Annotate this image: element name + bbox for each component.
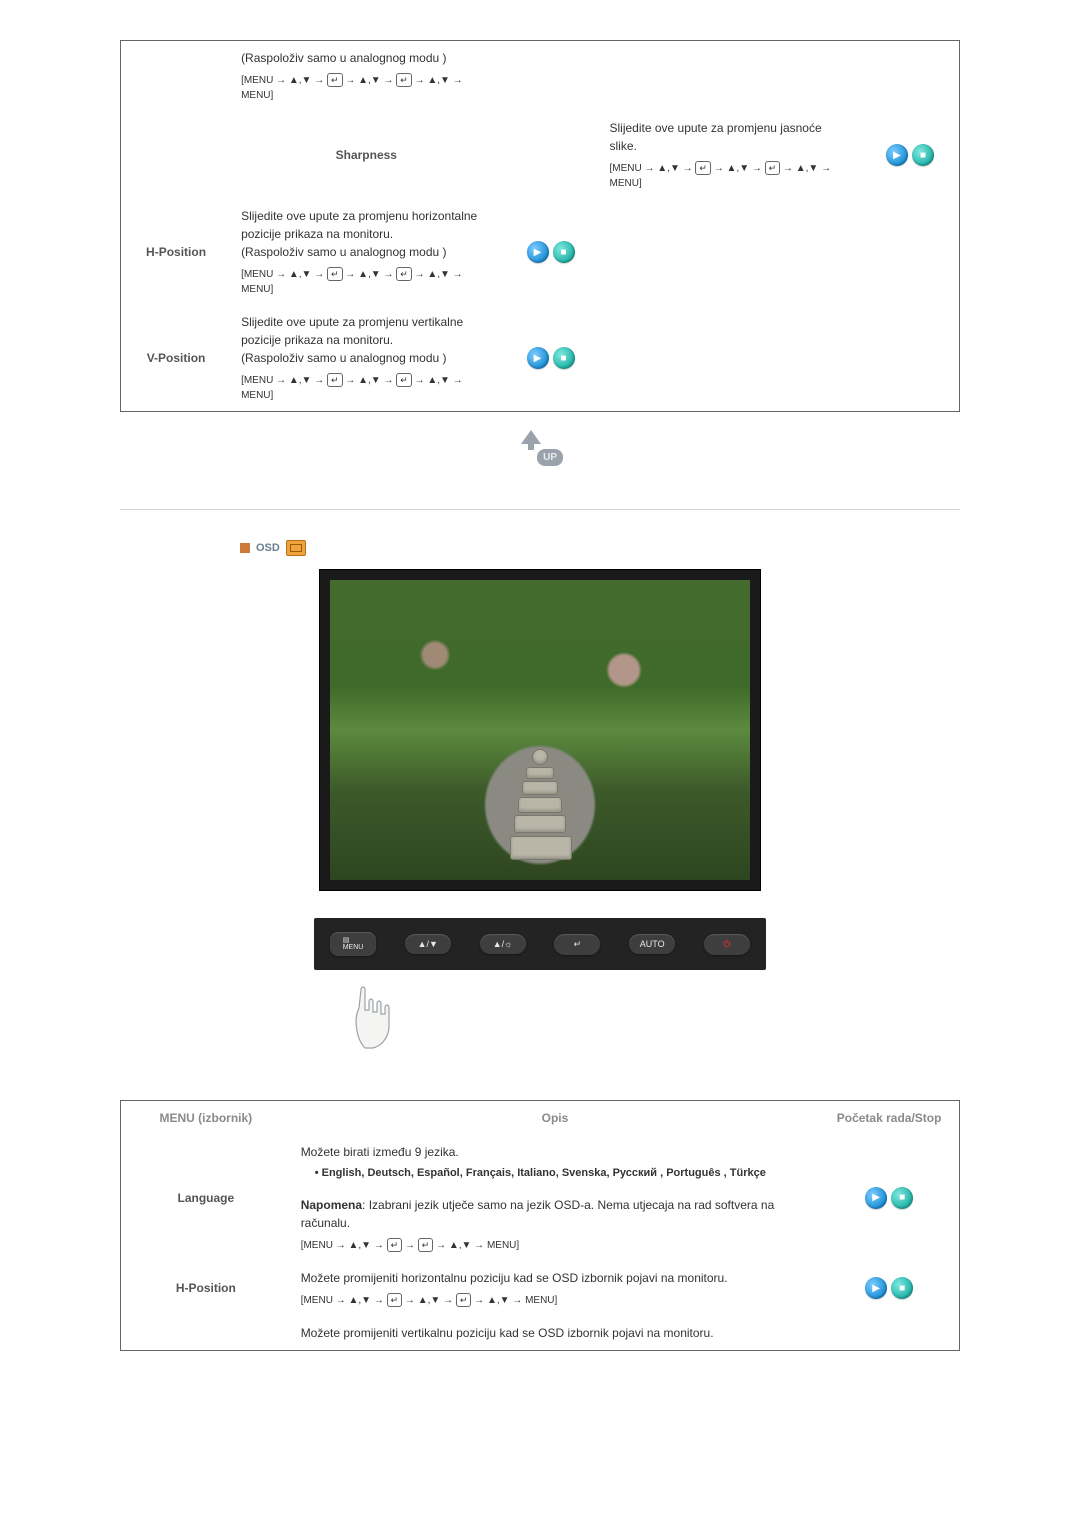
osd-vposition-desc-cell: Možete promijeniti vertikalnu poziciju k… xyxy=(291,1316,820,1351)
picture-settings-table: (Raspoloživ samo u analognog modu ) [MEN… xyxy=(120,40,960,412)
hw-up-down-button[interactable]: ▲/▼ xyxy=(405,934,451,954)
sharpness-desc-cell: Slijedite ove upute za promjenu jasnoće … xyxy=(600,111,862,199)
header-menu: MENU (izbornik) xyxy=(121,1101,291,1136)
row-label-fine xyxy=(121,41,232,200)
enter-icon: ↵ xyxy=(765,161,781,175)
nav-sequence: [MENU → ▲,▼ → ↵ → ↵ → ▲,▼ → MENU] xyxy=(301,1238,810,1253)
action-icons: ▶ ■ xyxy=(527,347,575,369)
play-icon[interactable]: ▶ xyxy=(865,1277,887,1299)
nav-sequence: [MENU → ▲,▼ → ↵ → ▲,▼ → ↵ → ▲,▼ → MENU] xyxy=(241,373,491,403)
enter-icon: ↵ xyxy=(456,1293,472,1307)
pagoda-graphic xyxy=(510,749,570,860)
vposition-label: V-Position xyxy=(121,305,232,412)
header-pocetak: Početak rada/Stop xyxy=(819,1101,959,1136)
bullet-icon xyxy=(240,543,250,553)
play-icon[interactable]: ▶ xyxy=(527,241,549,263)
action-icons: ▶ ■ xyxy=(527,241,575,263)
table-row: (Raspoloživ samo u analognog modu ) [MEN… xyxy=(121,41,960,112)
language-list: English, Deutsch, Español, Français, Ita… xyxy=(315,1165,810,1182)
enter-icon: ↵ xyxy=(327,267,343,281)
hand-icon xyxy=(345,980,405,1050)
enter-icon: ↵ xyxy=(418,1238,434,1252)
hw-brightness-button[interactable]: ▲/☼ xyxy=(480,934,526,954)
vposition-desc-cell: Slijedite ove upute za promjenu vertikal… xyxy=(231,305,501,412)
enter-icon: ↵ xyxy=(387,1293,403,1307)
stop-icon[interactable]: ■ xyxy=(891,1187,913,1209)
hposition-desc: Slijedite ove upute za promjenu horizont… xyxy=(241,209,477,241)
analog-note-text: (Raspoloživ samo u analognog modu ) xyxy=(241,51,446,65)
language-label: Language xyxy=(121,1135,291,1261)
osd-hposition-desc-cell: Možete promijeniti horizontalnu poziciju… xyxy=(291,1261,820,1316)
hand-pointer-graphic xyxy=(315,980,765,1050)
language-line1: Možete birati između 9 jezika. xyxy=(301,1145,459,1159)
action-icons: ▶ ■ xyxy=(865,1277,913,1299)
sharpness-actions: ▶ ■ xyxy=(861,111,960,199)
table-row: V-Position Slijedite ove upute za promje… xyxy=(121,305,960,412)
nav-sequence: [MENU → ▲,▼ → ↵ → ▲,▼ → ↵ → ▲,▼ → MENU] xyxy=(610,161,852,191)
osd-label: OSD xyxy=(256,542,280,554)
page: (Raspoloživ samo u analognog modu ) [MEN… xyxy=(120,0,960,1391)
hposition-label: H-Position xyxy=(121,199,232,305)
hw-power-button[interactable]: ⏻ xyxy=(704,934,750,955)
nav-sequence: [MENU → ▲,▼ → ↵ → ▲,▼ → ↵ → ▲,▼ → MENU] xyxy=(301,1293,810,1308)
hw-auto-button[interactable]: AUTO xyxy=(629,934,675,954)
table-row: Language Možete birati između 9 jezika. … xyxy=(121,1135,960,1261)
enter-icon: ↵ xyxy=(396,373,412,387)
stop-icon[interactable]: ■ xyxy=(553,347,575,369)
analog-note-text: (Raspoloživ samo u analognog modu ) xyxy=(241,245,446,259)
nav-sequence: [MENU → ▲,▼ → ↵ → ▲,▼ → ↵ → ▲,▼ → MENU] xyxy=(241,73,491,103)
table-header-row: MENU (izbornik) Opis Početak rada/Stop xyxy=(121,1101,960,1136)
monitor-button-bar: ▤MENU ▲/▼ ▲/☼ ↵ AUTO ⏻ xyxy=(314,918,766,970)
enter-icon: ↵ xyxy=(327,373,343,387)
action-icons: ▶ ■ xyxy=(886,144,934,166)
fine-analog-note: (Raspoloživ samo u analognog modu ) [MEN… xyxy=(231,41,501,112)
vposition-actions: ▶ ■ xyxy=(502,305,600,412)
osd-settings-table: MENU (izbornik) Opis Početak rada/Stop L… xyxy=(120,1100,960,1351)
fine-actions xyxy=(502,41,600,200)
hposition-desc-cell: Slijedite ove upute za promjenu horizont… xyxy=(231,199,501,305)
osd-icon xyxy=(286,540,306,556)
language-actions: ▶ ■ xyxy=(819,1135,959,1261)
hposition-actions: ▶ ■ xyxy=(502,199,600,305)
table-row: H-Position Slijedite ove upute za promje… xyxy=(121,199,960,305)
osd-vposition-label xyxy=(121,1316,291,1351)
action-icons: ▶ ■ xyxy=(865,1187,913,1209)
hw-menu-button[interactable]: ▤MENU xyxy=(330,932,376,956)
osd-section-header: OSD xyxy=(240,540,960,556)
enter-icon: ↵ xyxy=(387,1238,403,1252)
table-row: H-Position Možete promijeniti horizontal… xyxy=(121,1261,960,1316)
play-icon[interactable]: ▶ xyxy=(886,144,908,166)
stop-icon[interactable]: ■ xyxy=(912,144,934,166)
enter-icon: ↵ xyxy=(396,267,412,281)
osd-vposition-actions xyxy=(819,1316,959,1351)
hw-enter-button[interactable]: ↵ xyxy=(554,934,600,955)
osd-hposition-actions: ▶ ■ xyxy=(819,1261,959,1316)
note-text: : Izabrani jezik utječe samo na jezik OS… xyxy=(301,1198,775,1230)
osd-vposition-desc: Možete promijeniti vertikalnu poziciju k… xyxy=(301,1326,714,1340)
sharpness-desc: Slijedite ove upute za promjenu jasnoće … xyxy=(610,121,822,153)
enter-icon: ↵ xyxy=(695,161,711,175)
scene-image xyxy=(330,580,750,880)
note-label: Napomena xyxy=(301,1198,362,1212)
vposition-desc: Slijedite ove upute za promjenu vertikal… xyxy=(241,315,463,347)
header-opis: Opis xyxy=(291,1101,820,1136)
enter-icon: ↵ xyxy=(396,73,412,87)
table-row: Možete promijeniti vertikalnu poziciju k… xyxy=(121,1316,960,1351)
language-desc-cell: Možete birati između 9 jezika. English, … xyxy=(291,1135,820,1261)
sharpness-label: Sharpness xyxy=(231,111,501,199)
nav-sequence: [MENU → ▲,▼ → ↵ → ▲,▼ → ↵ → ▲,▼ → MENU] xyxy=(241,267,491,297)
enter-icon: ↵ xyxy=(327,73,343,87)
osd-hposition-label: H-Position xyxy=(121,1261,291,1316)
stop-icon[interactable]: ■ xyxy=(891,1277,913,1299)
stop-icon[interactable]: ■ xyxy=(553,241,575,263)
play-icon[interactable]: ▶ xyxy=(865,1187,887,1209)
up-arrow-icon xyxy=(528,442,534,450)
up-label: UP xyxy=(537,449,563,466)
play-icon[interactable]: ▶ xyxy=(527,347,549,369)
analog-note-text: (Raspoloživ samo u analognog modu ) xyxy=(241,351,446,365)
back-to-top[interactable]: UP xyxy=(120,430,960,469)
osd-hposition-desc: Možete promijeniti horizontalnu poziciju… xyxy=(301,1271,728,1285)
section-divider xyxy=(120,509,960,510)
monitor-preview-image xyxy=(320,570,760,890)
